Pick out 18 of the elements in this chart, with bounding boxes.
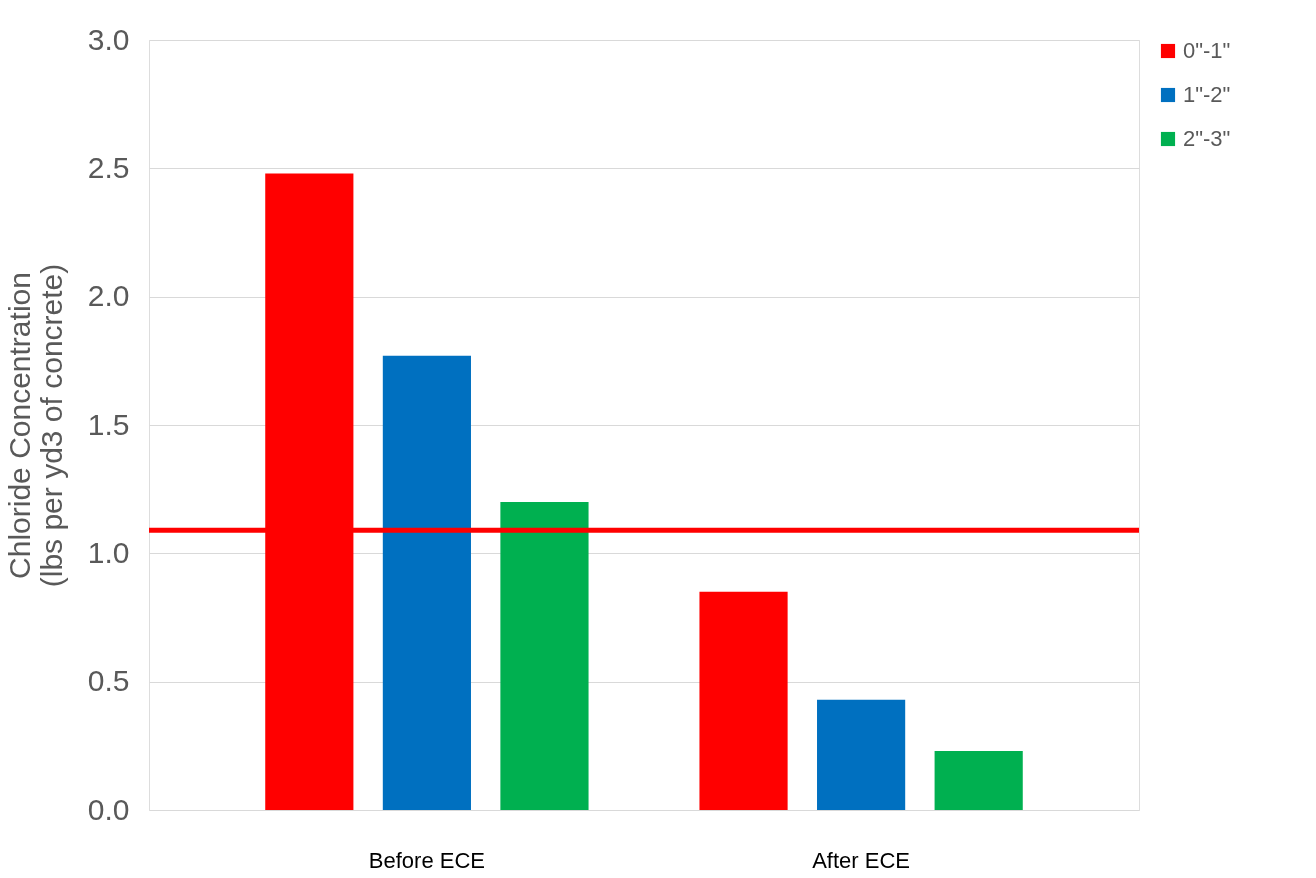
y-tick-label: 0.0 [87,792,130,826]
x-tick-label: Before ECE [368,847,485,873]
x-tick-label: After ECE [812,847,911,873]
y-tick-label: 1.0 [87,535,130,569]
bar [934,750,1023,810]
bar [817,699,906,810]
y-axis-title: Chloride Concentration (lbs per yd3 of concrete) [2,263,68,588]
y-tick-label: 1.5 [87,407,130,441]
y-tick-label: 2.0 [87,279,130,313]
bar [699,591,788,810]
legend-label: 0"-1" [1183,38,1231,63]
bar [500,502,589,810]
legend-label: 2"-3" [1183,126,1231,151]
y-tick-label: 2.5 [87,150,130,184]
legend-label: 1"-2" [1183,82,1231,107]
bar [382,355,471,810]
y-tick-label: 0.5 [87,664,130,698]
y-tick-label: 3.0 [87,22,130,56]
